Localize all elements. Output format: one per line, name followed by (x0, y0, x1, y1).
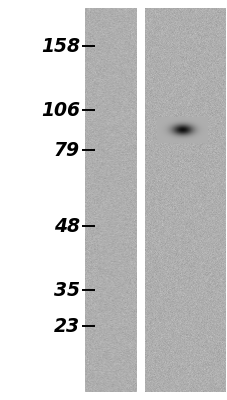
Text: 79: 79 (54, 140, 79, 160)
Bar (137, 8, 144, 392)
Text: 158: 158 (41, 36, 79, 56)
Text: 106: 106 (41, 100, 79, 120)
Text: 35: 35 (54, 280, 79, 300)
Text: 48: 48 (54, 216, 79, 236)
Text: 23: 23 (54, 316, 79, 336)
